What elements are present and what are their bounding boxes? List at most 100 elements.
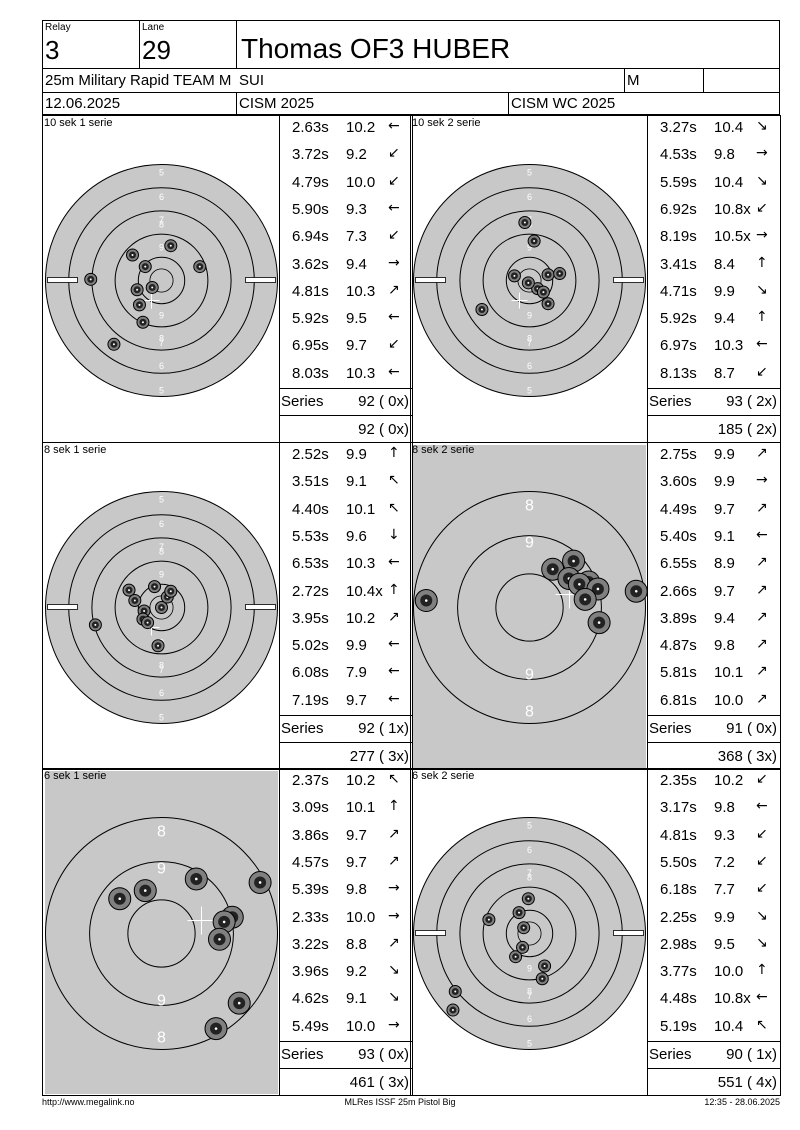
shot-row: 3.89s 9.4 ↗ bbox=[648, 609, 781, 636]
shot-time: 5.02s bbox=[292, 637, 329, 655]
shot-row: 4.81s 10.3 ↗ bbox=[280, 282, 413, 309]
shot-time: 5.81s bbox=[660, 664, 697, 682]
shot-direction-icon: ↙ bbox=[756, 199, 768, 216]
svg-text:6: 6 bbox=[159, 519, 164, 529]
shot-hole bbox=[518, 216, 532, 229]
shot-row: 5.81s 10.1 ↗ bbox=[648, 663, 781, 690]
shot-time: 2.66s bbox=[660, 582, 697, 600]
svg-text:9: 9 bbox=[527, 310, 532, 320]
shot-score: 10.8x bbox=[714, 200, 751, 218]
shot-row: 4.79s 10.0 ↙ bbox=[280, 173, 413, 200]
shot-score: 9.1 bbox=[346, 473, 367, 491]
shot-hole bbox=[516, 940, 530, 954]
shot-hole bbox=[521, 276, 535, 290]
shot-direction-icon: ↘ bbox=[756, 907, 768, 924]
shot-direction-icon: ↗ bbox=[756, 581, 768, 598]
shot-score: 10.0 bbox=[714, 963, 744, 981]
shot-row: 2.35s 10.2 ↙ bbox=[648, 771, 781, 798]
lane-cell: Lane 29 bbox=[139, 20, 237, 69]
target-panel: 6 sek 1 serie 8 8 9 9 bbox=[42, 768, 280, 1096]
match: CISM WC 2025 bbox=[511, 95, 616, 112]
shot-hole bbox=[148, 580, 162, 594]
shot-time: 8.19s bbox=[660, 228, 697, 246]
shot-hole bbox=[553, 267, 567, 281]
shot-direction-icon: ↘ bbox=[388, 989, 400, 1006]
svg-text:5: 5 bbox=[159, 713, 164, 723]
shot-hole bbox=[227, 991, 251, 1015]
shot-time: 2.63s bbox=[292, 119, 329, 136]
svg-text:5: 5 bbox=[159, 386, 164, 396]
shot-hole bbox=[535, 972, 549, 986]
series-row: Series 91 ( 0x) bbox=[647, 715, 781, 743]
svg-text:9: 9 bbox=[527, 243, 532, 253]
footer-url: http://www.megalink.no bbox=[42, 1097, 135, 1107]
shot-time: 4.79s bbox=[292, 173, 329, 191]
shot-direction-icon: ↘ bbox=[756, 118, 768, 134]
series-label: Series bbox=[281, 393, 324, 410]
relay-cell: Relay 3 bbox=[42, 20, 140, 69]
shot-time: 4.81s bbox=[660, 826, 697, 844]
shot-time: 4.62s bbox=[292, 990, 329, 1008]
shot-score: 10.2 bbox=[714, 772, 744, 789]
svg-text:6: 6 bbox=[527, 1014, 532, 1024]
shot-row: 2.98s 9.5 ↘ bbox=[648, 935, 781, 962]
shot-hole bbox=[132, 298, 146, 312]
shot-row: 3.62s 9.4 → bbox=[280, 255, 413, 282]
shot-row: 2.33s 10.0 → bbox=[280, 908, 413, 935]
series-row: Series 93 ( 2x) bbox=[647, 388, 781, 416]
series-row: Series 93 ( 0x) bbox=[279, 1041, 413, 1069]
shot-direction-icon: ↗ bbox=[388, 852, 400, 869]
shot-time: 5.53s bbox=[292, 527, 329, 545]
shot-hole bbox=[164, 584, 178, 598]
svg-text:6: 6 bbox=[527, 361, 532, 371]
shot-row: 2.52s 9.9 ↑ bbox=[280, 445, 413, 472]
shot-row: 2.72s 10.4x ↑ bbox=[280, 582, 413, 609]
shot-time: 5.50s bbox=[660, 853, 697, 871]
shot-time: 2.75s bbox=[660, 446, 697, 463]
shot-hole bbox=[141, 616, 155, 630]
shot-score: 9.3 bbox=[346, 200, 367, 218]
score-panel: 2.75s 9.9 ↗ 3.60s 9.9 → 4.49s 9.7 ↗ 5.40s 9.1 ← 6.55… bbox=[647, 442, 781, 770]
svg-text:8: 8 bbox=[159, 547, 164, 557]
shot-time: 4.53s bbox=[660, 146, 697, 164]
nation: SUI bbox=[239, 72, 265, 89]
shot-direction-icon: ↙ bbox=[756, 880, 768, 897]
svg-text:7: 7 bbox=[159, 542, 164, 552]
shot-score: 9.9 bbox=[714, 908, 735, 926]
series-title: 6 sek 1 serie bbox=[44, 770, 107, 782]
svg-text:9: 9 bbox=[159, 310, 164, 320]
shot-hole bbox=[509, 950, 523, 964]
shot-direction-icon: ← bbox=[756, 798, 768, 815]
series-score: 92 ( 0x) bbox=[358, 393, 409, 410]
series-row: Series 92 ( 1x) bbox=[279, 715, 413, 743]
shot-hole bbox=[512, 906, 526, 920]
shot-time: 6.55s bbox=[660, 555, 697, 573]
shot-score: 9.9 bbox=[714, 473, 735, 491]
shot-hole bbox=[136, 315, 150, 329]
shot-time: 3.72s bbox=[292, 146, 329, 164]
shot-direction-icon: ← bbox=[388, 309, 400, 326]
shot-hole bbox=[414, 589, 438, 613]
shot-row: 5.39s 9.8 → bbox=[280, 880, 413, 907]
shot-score: 10.3 bbox=[346, 282, 376, 300]
svg-text:5: 5 bbox=[159, 494, 164, 504]
shot-time: 8.03s bbox=[292, 364, 329, 382]
shot-row: 3.09s 10.1 ↑ bbox=[280, 798, 413, 825]
shot-score: 9.1 bbox=[714, 527, 735, 545]
svg-text:5: 5 bbox=[527, 386, 532, 396]
shot-row: 4.40s 10.1 ↖ bbox=[280, 500, 413, 527]
svg-text:6: 6 bbox=[159, 688, 164, 698]
svg-text:6: 6 bbox=[159, 192, 164, 202]
date-cell: 12.06.2025 bbox=[42, 92, 237, 115]
shot-time: 3.62s bbox=[292, 255, 329, 273]
shot-direction-icon: ↗ bbox=[756, 608, 768, 625]
series-label: Series bbox=[649, 1046, 692, 1063]
total-row: 368 ( 3x) bbox=[648, 743, 781, 770]
footer-timestamp: 12:35 - 28.06.2025 bbox=[704, 1097, 780, 1107]
shot-row: 3.41s 8.4 ↑ bbox=[648, 255, 781, 282]
shot-hole bbox=[208, 927, 231, 951]
shot-direction-icon: → bbox=[388, 1016, 400, 1033]
